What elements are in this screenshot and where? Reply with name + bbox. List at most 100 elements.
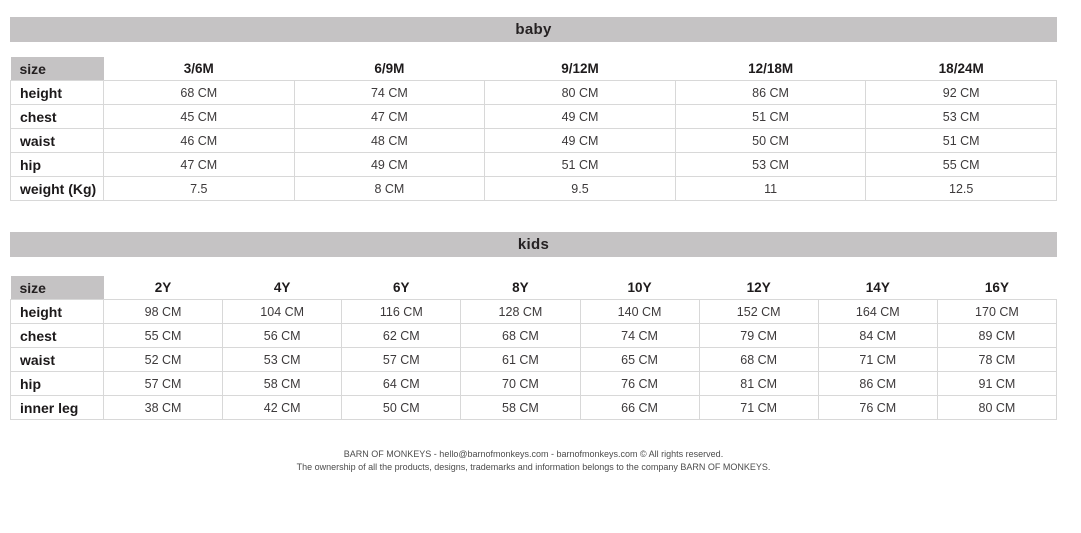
value-cell: 76 CM <box>817 395 938 420</box>
row-label: chest <box>10 104 104 129</box>
kids-row-height: height 98 CM 104 CM 116 CM 128 CM 140 CM 152 C… <box>10 299 1058 324</box>
kids-column-header-12y: 12Y <box>699 276 819 300</box>
value-cell: 49 CM <box>484 104 676 129</box>
value-cell: 12.5 <box>865 176 1057 201</box>
row-label: height <box>10 299 104 324</box>
value-cell: 92 CM <box>865 80 1057 105</box>
value-cell: 104 CM <box>222 299 343 324</box>
kids-section-title: kids <box>517 236 550 253</box>
value-cell: 53 CM <box>674 152 867 177</box>
value-cell: 52 CM <box>102 347 224 372</box>
row-label: hip <box>10 152 104 177</box>
kids-column-header-16y: 16Y <box>937 276 1057 300</box>
kids-column-header-6y: 6Y <box>341 276 461 300</box>
value-cell: 55 CM <box>865 152 1057 177</box>
value-cell: 91 CM <box>936 371 1058 396</box>
baby-section-header-bar: baby <box>10 17 1057 42</box>
value-cell: 47 CM <box>103 152 295 177</box>
value-cell: 62 CM <box>341 323 462 348</box>
baby-row-hip: hip 47 CM 49 CM 51 CM 53 CM 55 CM <box>10 152 1057 177</box>
value-cell: 65 CM <box>579 347 700 372</box>
value-cell: 45 CM <box>103 104 295 129</box>
row-label: waist <box>10 128 104 153</box>
kids-row-waist: waist 52 CM 53 CM 57 CM 61 CM 65 CM 68 CM 71 CM… <box>10 347 1058 372</box>
baby-section-title: baby <box>515 21 552 38</box>
baby-section: baby size 3/6M 6/9M 9/12M 12/18M 18/24M height… <box>10 17 1057 201</box>
baby-size-table: size 3/6M 6/9M 9/12M 12/18M 18/24M height 68 CM… <box>10 57 1057 201</box>
value-cell: 64 CM <box>341 371 462 396</box>
baby-header-row: size 3/6M 6/9M 9/12M 12/18M 18/24M <box>10 57 1057 81</box>
value-cell: 128 CM <box>460 299 581 324</box>
baby-row-waist: waist 46 CM 48 CM 49 CM 50 CM 51 CM <box>10 128 1057 153</box>
value-cell: 68 CM <box>698 347 819 372</box>
row-label: height <box>10 80 104 105</box>
value-cell: 74 CM <box>579 323 700 348</box>
row-label: inner leg <box>10 395 104 420</box>
value-cell: 48 CM <box>293 128 486 153</box>
value-cell: 70 CM <box>460 371 581 396</box>
value-cell: 55 CM <box>102 323 224 348</box>
value-cell: 7.5 <box>103 176 295 201</box>
row-label: weight (Kg) <box>10 176 104 201</box>
value-cell: 74 CM <box>293 80 486 105</box>
row-label: chest <box>10 323 104 348</box>
kids-row-inner-leg: inner leg 38 CM 42 CM 50 CM 58 CM 66 CM 71 CM 7… <box>10 395 1058 420</box>
value-cell: 51 CM <box>674 104 867 129</box>
size-chart-page: baby size 3/6M 6/9M 9/12M 12/18M 18/24M height… <box>10 17 1058 474</box>
value-cell: 80 CM <box>484 80 676 105</box>
value-cell: 71 CM <box>817 347 938 372</box>
value-cell: 98 CM <box>102 299 224 324</box>
value-cell: 68 CM <box>103 80 295 105</box>
value-cell: 49 CM <box>484 128 676 153</box>
baby-column-header-18-24m: 18/24M <box>865 57 1057 81</box>
value-cell: 57 CM <box>341 347 462 372</box>
value-cell: 38 CM <box>102 395 224 420</box>
value-cell: 51 CM <box>484 152 676 177</box>
value-cell: 76 CM <box>579 371 700 396</box>
baby-column-header-12-18m: 12/18M <box>675 57 866 81</box>
baby-row-weight-kg-: weight (Kg) 7.5 8 CM 9.5 11 12.5 <box>10 176 1057 201</box>
baby-row-height: height 68 CM 74 CM 80 CM 86 CM 92 CM <box>10 80 1057 105</box>
value-cell: 80 CM <box>936 395 1058 420</box>
value-cell: 116 CM <box>341 299 462 324</box>
kids-size-header-cell: size <box>10 276 104 300</box>
value-cell: 81 CM <box>698 371 819 396</box>
value-cell: 50 CM <box>674 128 867 153</box>
value-cell: 58 CM <box>460 395 581 420</box>
value-cell: 164 CM <box>817 299 938 324</box>
baby-size-header-cell: size <box>10 57 104 81</box>
baby-column-header-9-12m: 9/12M <box>484 57 676 81</box>
value-cell: 53 CM <box>222 347 343 372</box>
baby-column-header-3-6m: 3/6M <box>103 57 295 81</box>
value-cell: 84 CM <box>817 323 938 348</box>
value-cell: 79 CM <box>698 323 819 348</box>
value-cell: 49 CM <box>293 152 486 177</box>
value-cell: 11 <box>674 176 867 201</box>
value-cell: 53 CM <box>865 104 1057 129</box>
value-cell: 8 CM <box>293 176 486 201</box>
kids-column-header-8y: 8Y <box>460 276 580 300</box>
row-label: waist <box>10 347 104 372</box>
value-cell: 71 CM <box>698 395 819 420</box>
value-cell: 9.5 <box>484 176 676 201</box>
value-cell: 66 CM <box>579 395 700 420</box>
kids-row-hip: hip 57 CM 58 CM 64 CM 70 CM 76 CM 81 CM 86 CM 91… <box>10 371 1058 396</box>
value-cell: 46 CM <box>103 128 295 153</box>
value-cell: 89 CM <box>936 323 1058 348</box>
row-label: hip <box>10 371 104 396</box>
value-cell: 61 CM <box>460 347 581 372</box>
value-cell: 58 CM <box>222 371 343 396</box>
baby-column-header-6-9m: 6/9M <box>294 57 485 81</box>
value-cell: 47 CM <box>293 104 486 129</box>
kids-row-chest: chest 55 CM 56 CM 62 CM 68 CM 74 CM 79 CM 84 CM… <box>10 323 1058 348</box>
value-cell: 56 CM <box>222 323 343 348</box>
footer-copyright-line: BARN OF MONKEYS - hello@barnofmonkeys.co… <box>343 449 724 459</box>
value-cell: 68 CM <box>460 323 581 348</box>
value-cell: 86 CM <box>817 371 938 396</box>
value-cell: 86 CM <box>674 80 867 105</box>
kids-size-table: size 2Y 4Y 6Y 8Y 10Y 12Y 14Y 16Y height 98 CM 104 C… <box>10 276 1058 420</box>
kids-column-header-2y: 2Y <box>103 276 223 300</box>
value-cell: 50 CM <box>341 395 462 420</box>
kids-column-header-4y: 4Y <box>222 276 342 300</box>
footer-ownership-line: The ownership of all the products, desig… <box>296 462 771 472</box>
